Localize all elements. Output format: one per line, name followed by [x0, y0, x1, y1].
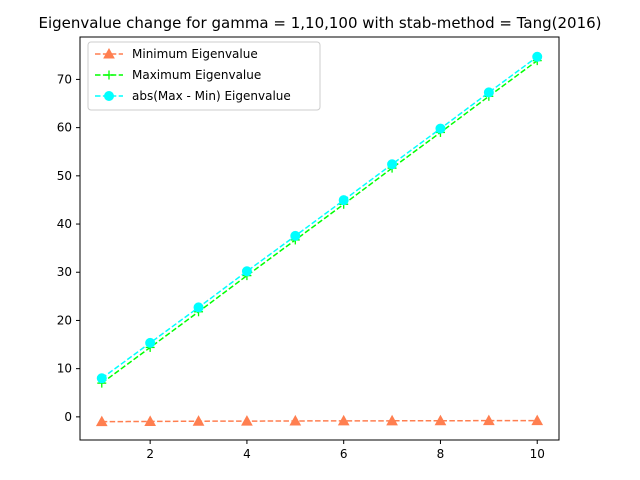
y-tick-label: 30	[57, 265, 72, 279]
data-point	[289, 414, 302, 426]
series-line	[101, 60, 538, 384]
y-tick-label: 50	[57, 169, 72, 183]
x-tick-label: 8	[437, 447, 445, 461]
y-tick-label: 0	[64, 410, 72, 424]
series-3	[96, 51, 543, 384]
data-point	[387, 159, 398, 170]
legend-label: Maximum Eigenvalue	[132, 68, 261, 82]
legend-label: Minimum Eigenvalue	[132, 47, 258, 61]
data-point	[96, 373, 107, 384]
x-tick-label: 6	[340, 447, 348, 461]
series-line	[101, 419, 538, 423]
data-point	[290, 230, 301, 241]
y-tick-label: 20	[57, 313, 72, 327]
x-tick-label: 10	[530, 447, 545, 461]
data-point	[532, 51, 543, 62]
data-point	[531, 414, 544, 426]
data-point	[145, 337, 156, 348]
data-point	[482, 414, 495, 426]
data-point	[241, 266, 252, 277]
legend-box	[87, 41, 321, 111]
y-tick-label: 40	[57, 217, 72, 231]
y-tick-label: 10	[57, 362, 72, 376]
axes-layer: 2 4 6 8 10 0 10 20 30 40 50 60 70	[57, 36, 560, 461]
data-point	[483, 87, 494, 98]
data-point	[434, 414, 447, 426]
legend-entry-2: Maximum Eigenvalue	[95, 68, 261, 82]
data-point	[337, 414, 350, 426]
data-point	[95, 415, 108, 427]
x-tick-label: 2	[146, 447, 154, 461]
x-tick-label: 4	[243, 447, 251, 461]
legend-marker	[104, 91, 114, 101]
data-point	[192, 415, 205, 426]
series-line	[101, 56, 538, 379]
series-layer	[95, 51, 544, 427]
y-tick-label: 70	[57, 72, 72, 86]
legend-label: abs(Max - Min) Eigenvalue	[132, 89, 291, 103]
legend-marker	[104, 70, 114, 80]
data-point	[144, 415, 157, 426]
legend-entry-1: Minimum Eigenvalue	[95, 47, 258, 61]
legend-marker	[103, 47, 115, 59]
data-point	[193, 302, 204, 313]
y-tick-label: 60	[57, 121, 72, 135]
axes-frame	[79, 36, 560, 441]
series-1	[95, 414, 544, 427]
data-point	[435, 123, 446, 134]
data-point	[386, 414, 398, 426]
data-point	[338, 195, 349, 206]
legend: Minimum Eigenvalue Maximum Eigenvalue abs(…	[87, 41, 321, 111]
legend-entry-3: abs(Max - Min) Eigenvalue	[95, 89, 291, 103]
chart-title: Eigenvalue change for gamma = 1,10,100 w…	[38, 14, 601, 32]
data-point	[241, 415, 253, 426]
